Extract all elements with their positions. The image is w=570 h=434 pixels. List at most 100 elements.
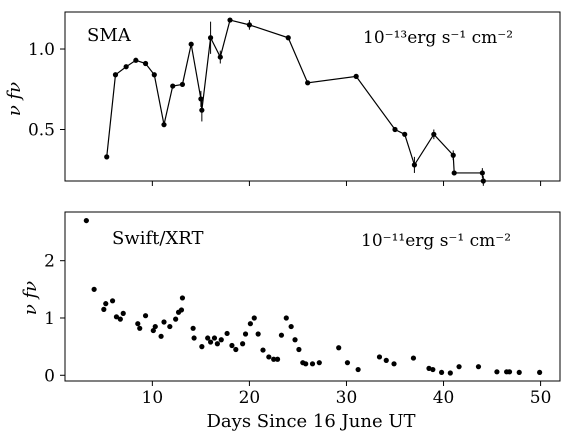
xrt-x-tick-label: 20 [239, 388, 261, 408]
xrt-data-point [438, 369, 445, 376]
xrt-data-point [537, 369, 543, 376]
sma-data-point [133, 57, 139, 63]
xrt-data-point [456, 364, 462, 370]
xrt-data-point [199, 344, 205, 350]
sma-data-point [151, 72, 157, 78]
xrt-data-point [283, 315, 289, 321]
xrt-data-point [150, 327, 156, 334]
xrt-frame [64, 211, 561, 382]
xrt-data-point [278, 332, 285, 338]
sma-y-tick-label: 0.5 [28, 120, 55, 140]
sma-data-point [353, 73, 359, 79]
x-axis-label: Days Since 16 June UT [206, 411, 415, 432]
xrt-y-tick-label: 0 [44, 366, 55, 386]
sma-data-point [217, 54, 223, 60]
xrt-data-point [240, 341, 246, 347]
xrt-data-point [255, 331, 261, 337]
xrt-data-point [142, 313, 149, 319]
sma-data-point [450, 152, 456, 158]
xrt-panel-label: Swift/XRT [112, 228, 204, 249]
sma-panel: 0.5 1.0 SMA 10⁻¹³erg s⁻¹ cm⁻² ν fν [4, 11, 561, 186]
sma-panel-label: SMA [87, 25, 132, 46]
sma-data-point [285, 35, 291, 41]
xrt-data-point [516, 369, 522, 376]
xrt-data-point [190, 325, 196, 331]
xrt-data-point [214, 341, 220, 347]
xrt-data-point [376, 354, 383, 360]
xrt-data-point [309, 361, 316, 367]
sma-data-point [142, 60, 149, 67]
sma-data-point [161, 122, 167, 128]
sma-data-point [179, 81, 186, 88]
xrt-data-point [158, 333, 164, 339]
xrt-data-point [113, 314, 120, 320]
xrt-data-point [83, 217, 89, 224]
xrt-units-label: 10⁻¹¹erg s⁻¹ cm⁻² [361, 231, 511, 251]
xrt-data-point [344, 360, 351, 366]
xrt-data-point [251, 315, 257, 321]
xrt-data-point [383, 357, 389, 363]
xrt-data-point [191, 335, 197, 341]
sma-data-point [104, 154, 110, 160]
xrt-data-point [506, 369, 513, 375]
sma-data-point [207, 35, 214, 41]
xrt-data-point [103, 301, 109, 307]
xrt-data-point [292, 337, 298, 343]
xrt-x-tick-label: 50 [530, 388, 552, 408]
sma-axes: 0.5 1.0 [28, 11, 561, 186]
xrt-data-point [316, 360, 322, 366]
xrt-data-point [178, 307, 185, 313]
xrt-panel: 10 20 30 40 50 0 1 2 Swift/XRT 10⁻¹¹erg s⁻¹ cm⁻… [20, 211, 561, 432]
sma-data-point [411, 162, 418, 168]
sma-y-tick-label: 1.0 [28, 40, 55, 60]
xrt-x-tick-label: 10 [142, 388, 164, 408]
sma-data-point [392, 126, 398, 133]
xrt-data-point [152, 323, 158, 330]
xrt-data-point [260, 347, 266, 353]
xrt-data-point [242, 331, 249, 337]
xrt-data-point [173, 316, 179, 322]
xrt-x-tick-label: 40 [433, 388, 455, 408]
xrt-data-point [224, 330, 230, 337]
xrt-data-point [391, 361, 397, 367]
xrt-data-point [161, 319, 167, 325]
xrt-y-tick-label: 2 [44, 252, 55, 272]
sma-data-point [305, 80, 311, 86]
xrt-data-point [233, 346, 239, 353]
xrt-data-point [494, 369, 500, 375]
sma-data-point [402, 131, 408, 137]
xrt-data-point [274, 356, 281, 362]
xrt-data-point [205, 335, 211, 341]
xrt-data-point [135, 321, 141, 327]
xrt-data-point [91, 286, 97, 292]
sma-data-point [431, 131, 437, 137]
xrt-y-axis-label: ν fν [20, 281, 41, 315]
sma-data-point [246, 22, 253, 28]
xrt-data-point [475, 364, 482, 370]
sma-data-point [479, 170, 485, 176]
xrt-data-point [410, 355, 417, 361]
sma-y-axis-label: ν fν [4, 82, 25, 116]
xrt-x-tick-label: 30 [336, 388, 358, 408]
xrt-data-layer [83, 217, 543, 376]
xrt-data-point [117, 316, 123, 322]
sma-data-layer [104, 17, 486, 186]
sma-data-point [123, 64, 129, 70]
sma-units-label: 10⁻¹³erg s⁻¹ cm⁻² [363, 28, 513, 48]
xrt-data-point [101, 306, 107, 312]
sma-data-point [198, 96, 204, 102]
xrt-data-point [303, 361, 309, 367]
sma-data-point [451, 170, 457, 176]
xrt-data-point [120, 310, 126, 316]
xrt-data-point [218, 337, 224, 343]
sma-data-point [199, 107, 205, 113]
xrt-data-point [207, 339, 214, 345]
xrt-data-point [355, 366, 361, 373]
xrt-data-point [137, 325, 143, 331]
sma-data-point [227, 17, 233, 23]
xrt-y-tick-label: 1 [44, 309, 55, 329]
xrt-data-point [179, 295, 186, 301]
xrt-data-point [447, 370, 453, 376]
xrt-data-point [288, 323, 294, 330]
